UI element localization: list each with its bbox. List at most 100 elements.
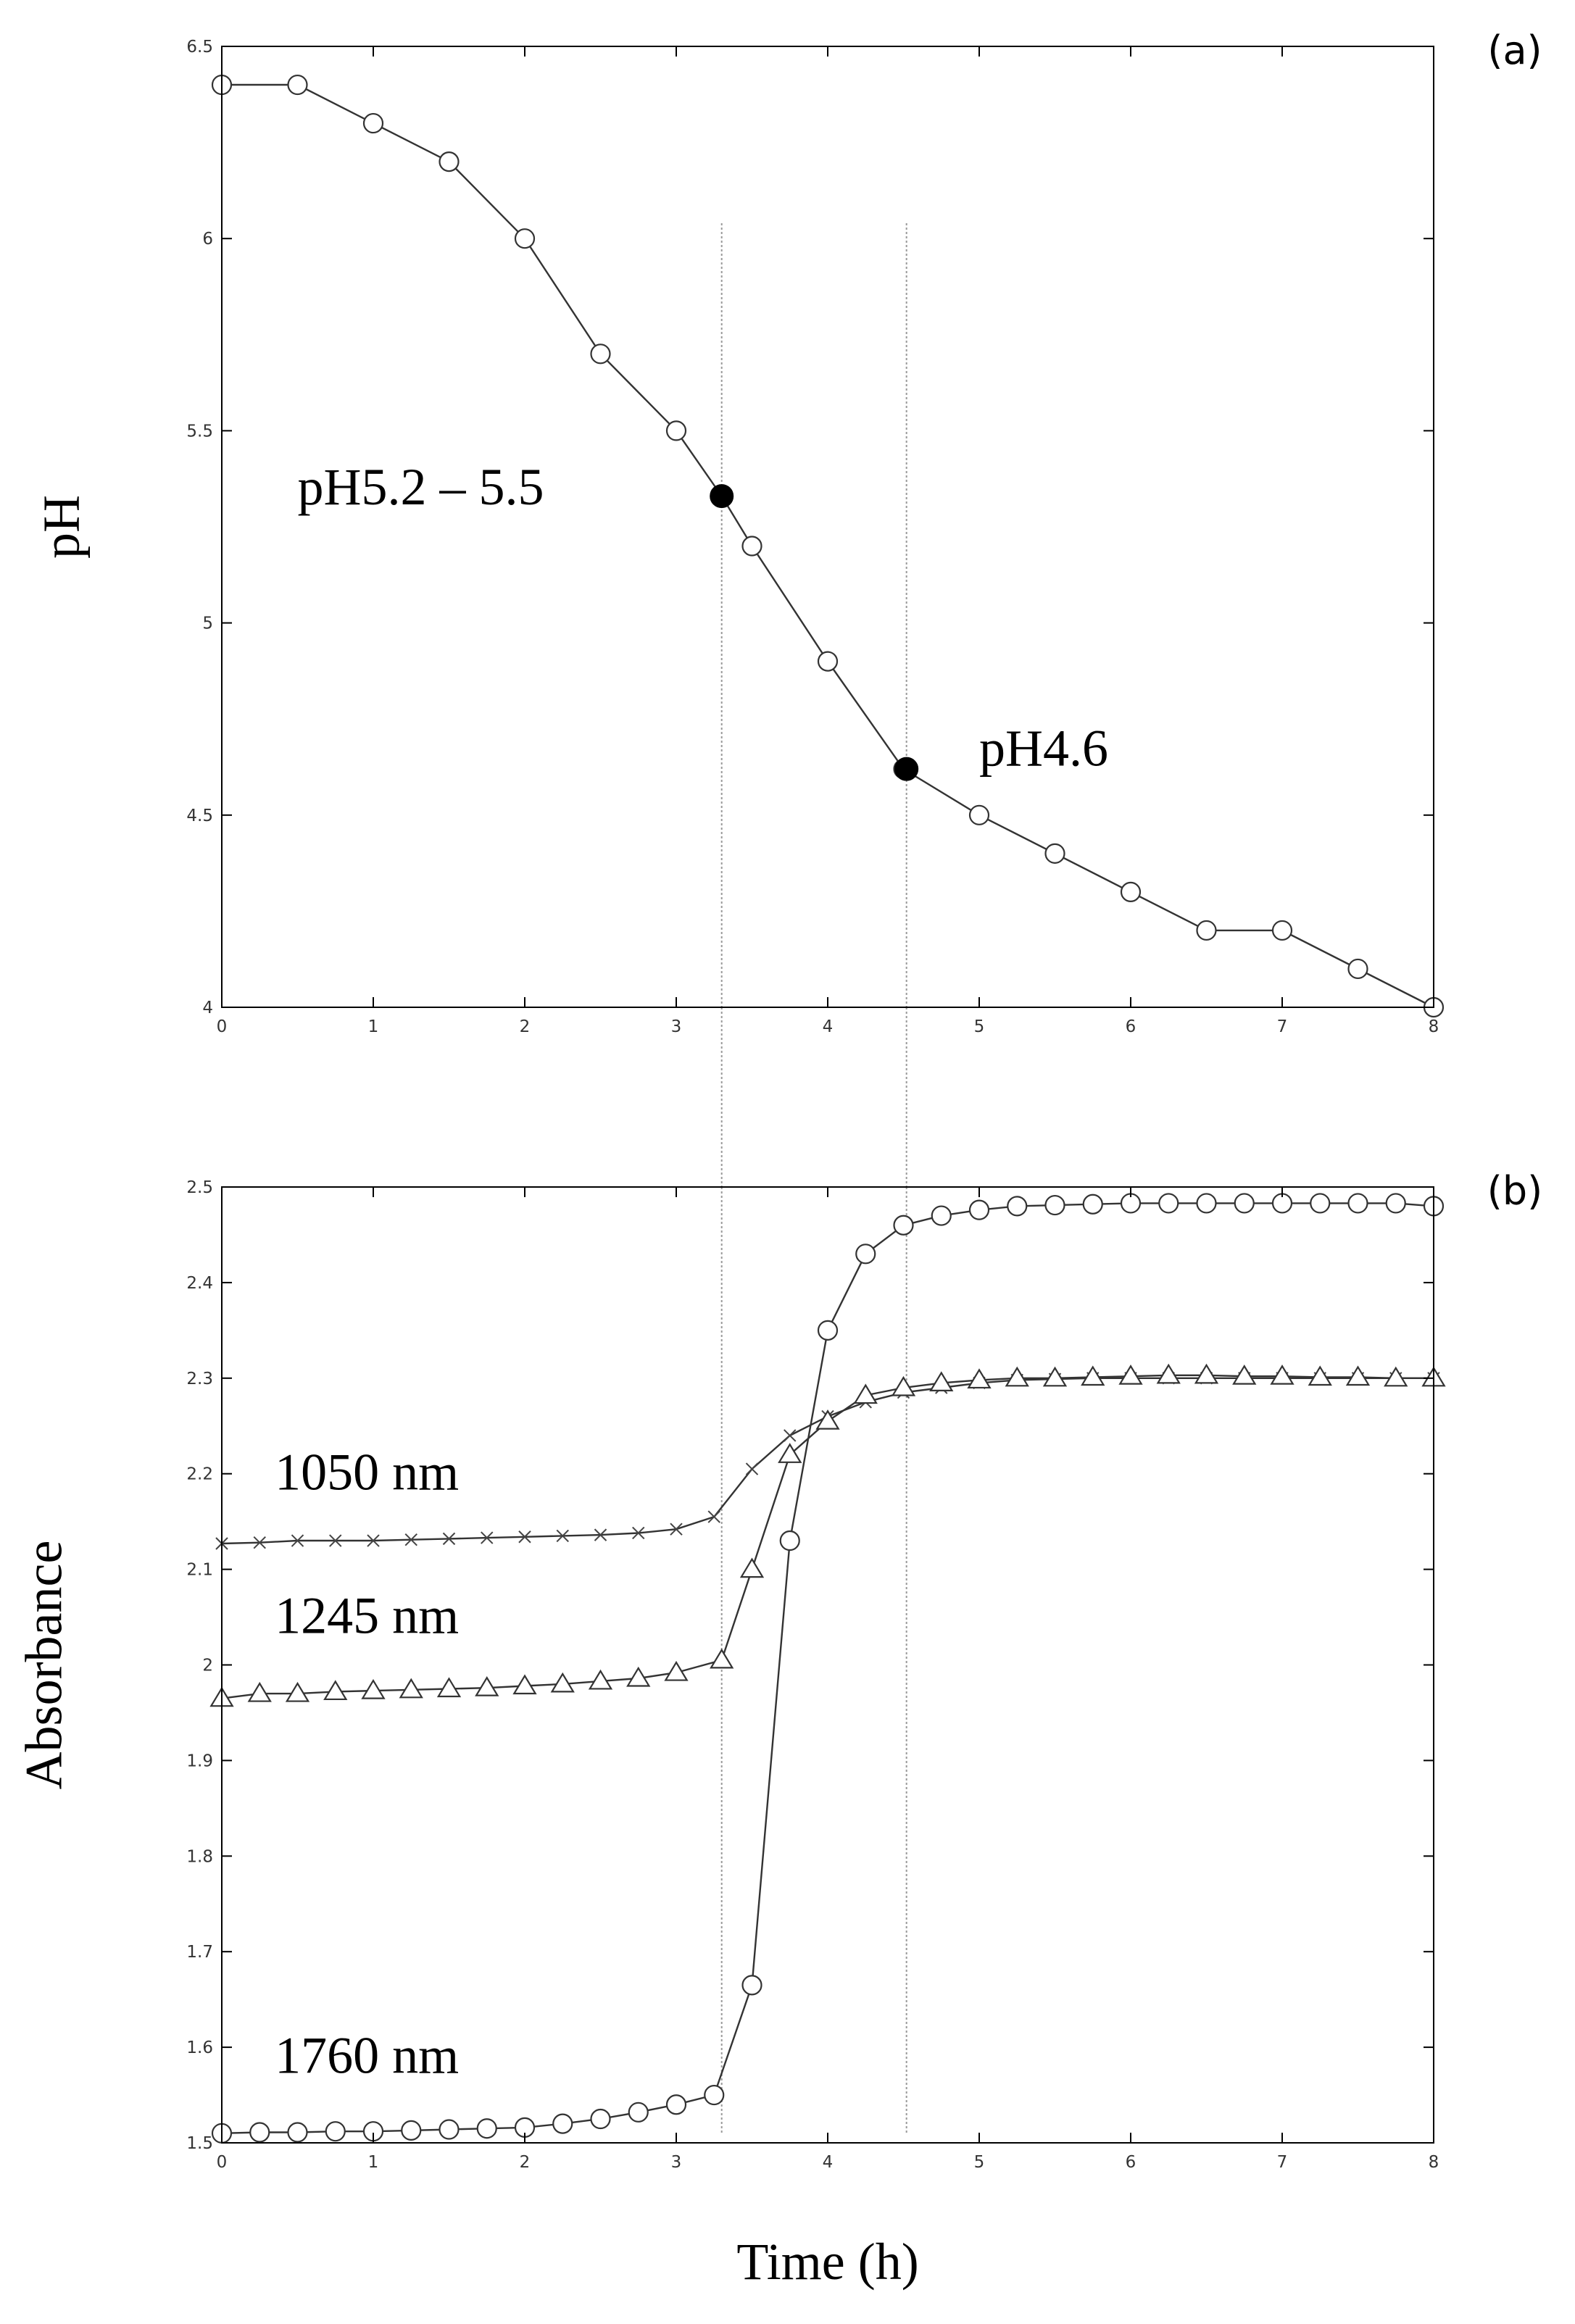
data-point-1760-nm-4 <box>325 2121 346 2142</box>
data-point-1050-nm-12 <box>632 1526 645 1540</box>
panel-b-chart: 0 1 2 3 4 5 6 7 8 1.5 1.6 1.7 1.8 1.9 2 2.1 2.2 2.3 2.4 2.5… <box>15 1168 1543 2291</box>
data-point-1760-nm-30 <box>1310 1193 1331 1214</box>
x-tick-label: 8 <box>1429 1017 1439 1036</box>
panel-a-ticks: 0 1 2 3 4 5 6 7 8 4 4.5 5 5.5 6 6.5 <box>186 38 1439 1036</box>
data-point-1245-nm-10 <box>550 1672 575 1693</box>
data-point-1760-nm-2 <box>249 2122 270 2143</box>
y-tick-label: 1.6 <box>186 2038 213 2057</box>
data-point-1050-nm-11 <box>594 1528 607 1541</box>
x-tick-label: 1 <box>368 1017 379 1036</box>
data-point-1760-nm-21 <box>968 1199 990 1220</box>
data-point-1245-nm-9 <box>512 1674 537 1695</box>
data-point-ph-14 <box>1120 881 1142 902</box>
data-point-1050-nm-13 <box>670 1523 683 1536</box>
data-point-1050-nm-6 <box>404 1533 417 1546</box>
highlight-point-2 <box>894 757 919 781</box>
data-point-1245-nm-31 <box>1345 1365 1371 1386</box>
series-line-1760-nm <box>221 1202 1434 2134</box>
data-point-1245-nm-13 <box>664 1660 689 1681</box>
data-point-1245-nm-4 <box>323 1680 348 1701</box>
y-tick-label: 2 <box>202 1657 213 1675</box>
data-point-1760-nm-7 <box>439 2119 460 2140</box>
x-tick-label: 7 <box>1277 1017 1288 1036</box>
data-point-1050-nm-16 <box>784 1429 797 1442</box>
data-point-1245-nm-17 <box>815 1409 840 1430</box>
panel-b-series-lines <box>221 1202 1434 2134</box>
data-point-1245-nm-8 <box>475 1676 499 1696</box>
data-point-1245-nm-27 <box>1194 1363 1219 1384</box>
annotation-ph5-2-5-5: pH5.2 – 5.5 <box>298 458 544 516</box>
y-tick-label: 2.3 <box>186 1370 213 1388</box>
data-point-1760-nm-3 <box>287 2122 308 2143</box>
data-point-1760-nm-14 <box>704 2084 725 2106</box>
x-tick-label: 4 <box>823 1017 834 1036</box>
panel-a-plot-frame <box>221 46 1434 1008</box>
x-tick-label: 5 <box>974 1017 985 1036</box>
annotation-ph4-6: pH4.6 <box>979 720 1108 778</box>
data-point-1760-nm-8 <box>476 2118 497 2139</box>
y-tick-label: 1.7 <box>186 1943 213 1962</box>
data-point-1760-nm-24 <box>1082 1194 1103 1215</box>
data-point-ph-6 <box>590 343 611 365</box>
y-tick-label: 4.5 <box>186 807 213 825</box>
data-point-1245-nm-26 <box>1156 1363 1181 1384</box>
data-point-1050-nm-3 <box>291 1534 304 1547</box>
y-tick-label: 4 <box>202 999 213 1017</box>
data-point-1245-nm-28 <box>1232 1365 1257 1385</box>
x-tick-label: 0 <box>217 1017 228 1036</box>
data-point-1760-nm-23 <box>1044 1194 1065 1216</box>
data-point-1245-nm-15 <box>739 1557 765 1578</box>
data-point-1760-nm-17 <box>817 1320 839 1341</box>
x-tick-label: 4 <box>823 2153 834 2172</box>
data-point-1050-nm-8 <box>481 1531 494 1544</box>
panel-b-annotations: 1050 nm 1245 nm 1760 nm <box>275 1444 459 2085</box>
y-tick-label: 1.9 <box>186 1752 213 1770</box>
x-tick-label: 3 <box>671 1017 682 1036</box>
y-tick-label: 5.5 <box>186 422 213 441</box>
data-point-1245-nm-18 <box>853 1383 878 1404</box>
annotation-1050-nm: 1050 nm <box>275 1444 459 1502</box>
y-tick-label: 2.4 <box>186 1274 213 1293</box>
x-tick-label: 7 <box>1277 2153 1288 2172</box>
panel-b-y-axis-label: Absorbance <box>15 1541 73 1790</box>
data-point-ph-16 <box>1271 920 1293 941</box>
x-tick-label: 3 <box>671 2153 682 2172</box>
data-point-1760-nm-26 <box>1158 1193 1179 1214</box>
data-point-1245-nm-29 <box>1270 1365 1295 1385</box>
data-point-ph-4 <box>439 151 460 172</box>
data-point-1245-nm-5 <box>361 1678 386 1699</box>
data-point-1245-nm-7 <box>436 1677 462 1698</box>
panel-a-annotations: pH5.2 – 5.5 pH4.6 <box>298 458 1109 778</box>
data-point-1050-nm-10 <box>556 1529 569 1543</box>
x-tick-label: 0 <box>217 2153 228 2172</box>
data-point-1245-nm-22 <box>1005 1366 1029 1387</box>
annotation-1760-nm: 1760 nm <box>275 2026 459 2084</box>
panel-a-label: (a) <box>1487 28 1542 73</box>
data-point-1245-nm-3 <box>285 1681 310 1702</box>
x-tick-label: 5 <box>974 2153 985 2172</box>
data-point-1760-nm-28 <box>1234 1193 1255 1214</box>
data-point-1760-nm-32 <box>1385 1193 1406 1214</box>
data-point-ph-5 <box>514 228 536 249</box>
data-point-1245-nm-11 <box>588 1669 613 1690</box>
data-point-ph-3 <box>362 112 384 134</box>
data-point-ph-9 <box>741 536 762 557</box>
panel-a-reference-lines <box>720 223 907 1187</box>
data-point-ph-13 <box>1044 843 1065 864</box>
x-tick-label: 1 <box>368 2153 379 2172</box>
x-tick-label: 2 <box>520 2153 531 2172</box>
data-point-1245-nm-21 <box>967 1368 992 1389</box>
annotation-1245-nm: 1245 nm <box>275 1587 459 1645</box>
panel-b-ticks: 0 1 2 3 4 5 6 7 8 1.5 1.6 1.7 1.8 1.9 2 2.1 2.2 2.3 2.4 2.5 <box>186 1178 1439 2172</box>
data-point-1245-nm-2 <box>247 1681 272 1702</box>
x-tick-label: 6 <box>1126 2153 1136 2172</box>
data-point-1050-nm-4 <box>329 1534 342 1547</box>
data-point-1245-nm-20 <box>929 1371 954 1391</box>
data-point-ph-7 <box>665 420 687 441</box>
data-point-ph-15 <box>1196 920 1217 941</box>
data-point-1245-nm-30 <box>1308 1365 1332 1386</box>
panel-b-label: (b) <box>1487 1168 1542 1214</box>
data-point-1760-nm-15 <box>741 1975 762 1996</box>
data-point-1760-nm-6 <box>401 2120 422 2141</box>
